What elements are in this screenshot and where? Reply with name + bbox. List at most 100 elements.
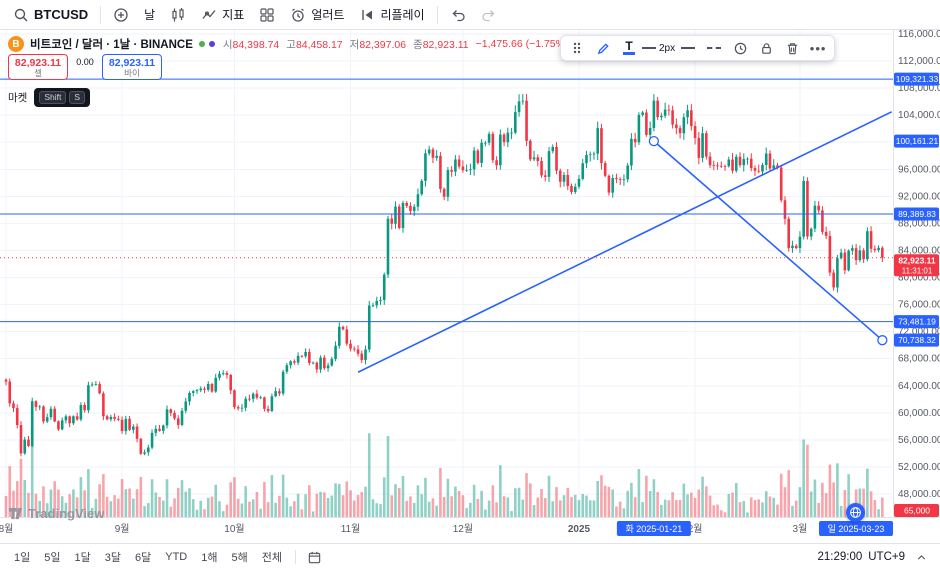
time-axis-label: 9월 [115,523,130,535]
tradingview-watermark[interactable]: TradingView [8,506,104,521]
redo-arrow-icon [481,9,495,21]
timezone-label[interactable]: UTC+9 [868,551,905,563]
ohlc-high: 고84,458.17 [286,38,343,51]
price-axis-label: 72,000.00 [898,327,940,338]
symbol-legend[interactable]: B 비트코인 / 달러 · 1날 · BINANCE 시84,398.74 고8… [8,36,568,52]
trend-line[interactable] [357,111,893,373]
alert-button[interactable]: 얼러트 [283,3,351,27]
candlestick-icon [172,7,184,21]
svg-text:65,000: 65,000 [904,506,930,516]
price-tag-blue [894,207,939,221]
price-axis-label: 52,000.00 [898,462,940,473]
range-all-button[interactable]: 전체 [261,552,282,564]
more-options-button[interactable]: ••• [805,37,831,59]
replay-icon [362,9,373,20]
compare-button[interactable] [106,3,136,27]
range-5y-button[interactable]: 5해 [231,552,248,564]
axes-layer[interactable]: 116,000.00 112,000.00 108,000.00 104,000.00… [0,30,940,536]
delete-drawing-button[interactable] [779,37,805,59]
globe-button[interactable] [846,503,865,522]
range-3m-button[interactable]: 3달 [104,552,121,564]
clock-time[interactable]: 21:29:00 [817,551,863,563]
price-axis-label: 112,000.00 [898,56,940,67]
drawing-handle[interactable] [877,335,888,346]
price-change: −1,475.66 (−1.75%) [475,38,569,50]
price-axis-label: 68,000.00 [898,354,940,365]
alert-on-drawing-button[interactable] [727,37,753,59]
layout-button[interactable] [252,3,282,27]
date-tag [616,521,691,536]
line-width-button[interactable]: 2px [642,37,675,59]
alert-label: 얼러트 [311,8,345,22]
panel-expand-button[interactable] [911,549,932,566]
indicators-button[interactable]: 지표 [194,3,251,27]
divider [295,550,296,564]
buy-button[interactable]: 82,923.11 바이 [102,54,162,80]
drawings-layer[interactable] [0,78,893,373]
candles-layer [4,93,884,457]
price-axis-label: 84,000.00 [898,245,940,256]
lock-drawing-button[interactable] [753,37,779,59]
drag-handle[interactable] [564,37,590,59]
calendar-icon [308,551,321,563]
chart-canvas[interactable]: 116,000.00 112,000.00 108,000.00 104,000.00… [0,30,940,543]
price-axis-label: 56,000.00 [898,435,940,446]
svg-text:11:31:01: 11:31:01 [902,266,933,275]
drag-dots-icon [573,42,581,54]
line-style-solid-button[interactable] [675,37,701,59]
order-type-selector[interactable]: 마켓 [8,92,28,104]
solid-line-icon [681,47,696,49]
replay-label: 리플레이 [380,8,425,22]
time-axis-label: 3월 [793,523,808,535]
chart-style-button[interactable] [163,3,193,27]
text-tool-button[interactable]: T [616,37,642,59]
volume-layer [4,427,884,517]
svg-text:70,738.32: 70,738.32 [898,335,936,345]
price-tag-blue [894,315,939,329]
buy-price: 82,923.11 [108,57,156,69]
interval-button[interactable]: 날 [137,3,162,27]
range-1y-button[interactable]: 1해 [201,552,218,564]
price-axis-label: 60,000.00 [898,408,940,419]
chevron-up-icon [917,554,926,560]
range-6m-button[interactable]: 6달 [135,552,152,564]
shift-key: Shift [39,91,67,104]
trend-line[interactable] [653,140,883,341]
goto-date-button[interactable] [303,548,326,567]
svg-text:109,321.33: 109,321.33 [896,74,939,84]
alarm-clock-icon [292,7,305,22]
replay-button[interactable]: 리플레이 [352,3,431,27]
watermark-text: TradingView [28,506,105,521]
sell-button[interactable]: 82,923.11 셀 [8,54,68,80]
redo-button[interactable] [474,3,504,27]
ohlc-low: 저82,397.06 [349,38,407,51]
drawing-handle[interactable] [648,135,660,147]
line-width-icon [642,47,656,49]
bitcoin-icon: B [8,36,24,52]
ohlc-open: 시84,398.74 [222,38,280,51]
range-1m-button[interactable]: 1달 [74,552,91,564]
s-key: S [69,91,86,104]
line-style-dashed-button[interactable] [701,37,727,59]
svg-text:화 2025-01-21: 화 2025-01-21 [625,524,682,534]
shortcut-tooltip: Shift S [34,88,91,107]
undo-arrow-icon [452,9,465,21]
range-ytd-button[interactable]: YTD [165,551,188,563]
sell-price: 82,923.11 [14,57,62,69]
globe-icon [850,507,861,518]
trade-panel: 82,923.11 셀 0.00 82,923.11 바이 [8,54,162,80]
time-axis-label: 2025 [568,524,591,535]
symbol-title[interactable]: 비트코인 / 달러 · 1날 · BINANCE [30,39,193,51]
pencil-icon [597,42,609,54]
price-axis-label: 80,000.00 [898,273,940,284]
dashed-line-icon [707,47,722,49]
line-color-button[interactable] [590,37,616,59]
svg-text:73,481.19: 73,481.19 [898,317,936,327]
symbol-search-button[interactable]: BTCUSD [6,3,95,27]
search-icon [14,8,28,21]
price-tag-blue [894,72,939,86]
time-axis-label: 8월 [0,523,13,535]
range-5d-button[interactable]: 5일 [44,552,61,564]
undo-button[interactable] [443,3,473,27]
range-1d-button[interactable]: 1일 [14,552,31,564]
